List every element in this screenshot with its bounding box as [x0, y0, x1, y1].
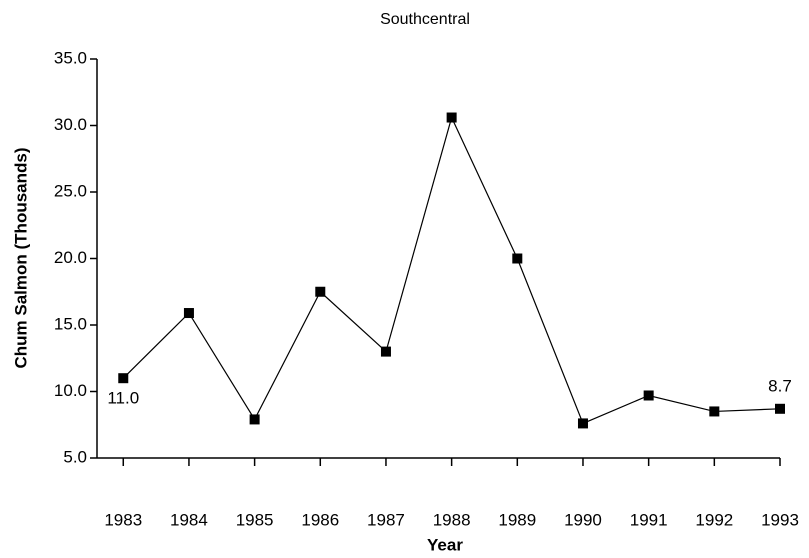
x-tick-label: 1986 [301, 510, 339, 529]
x-tick-label: 1988 [433, 510, 471, 529]
line [122, 115, 781, 425]
x-tick-label: 1992 [695, 510, 733, 529]
x-tick-label: 1987 [367, 510, 405, 529]
marker [577, 418, 588, 429]
x-tick-label: 1985 [236, 510, 274, 529]
marker [183, 308, 194, 319]
data-label: 11.0 [107, 389, 139, 408]
y-tick-label: 10.0 [54, 381, 87, 400]
marker [315, 286, 326, 297]
marker [380, 346, 391, 357]
y-axis-title: Chum Salmon (Thousands) [11, 148, 30, 369]
data-label: 8.7 [768, 376, 792, 395]
x-tick-label: 1989 [498, 510, 536, 529]
x-axis-title: Year [427, 535, 463, 554]
y-tick-label: 30.0 [54, 115, 87, 134]
marker [446, 112, 457, 123]
y-tick-label: 20.0 [54, 248, 87, 267]
y-tick-label: 35.0 [54, 48, 87, 67]
x-tick-label: 1993 [761, 510, 799, 529]
x-tick-label: 1990 [564, 510, 602, 529]
marker [775, 403, 785, 414]
x-tick-label: 1984 [170, 510, 208, 529]
y-tick-label: 15.0 [54, 314, 87, 333]
x-tick-label: 1991 [630, 510, 668, 529]
chart-title: Southcentral [380, 11, 470, 28]
y-tick-label: 5.0 [63, 447, 87, 466]
marker [643, 390, 654, 401]
marker [118, 373, 129, 384]
marker [512, 253, 523, 264]
x-tick-label: 1983 [104, 510, 142, 529]
marker [249, 414, 260, 425]
y-tick-label: 25.0 [54, 181, 87, 200]
marker [709, 406, 720, 417]
